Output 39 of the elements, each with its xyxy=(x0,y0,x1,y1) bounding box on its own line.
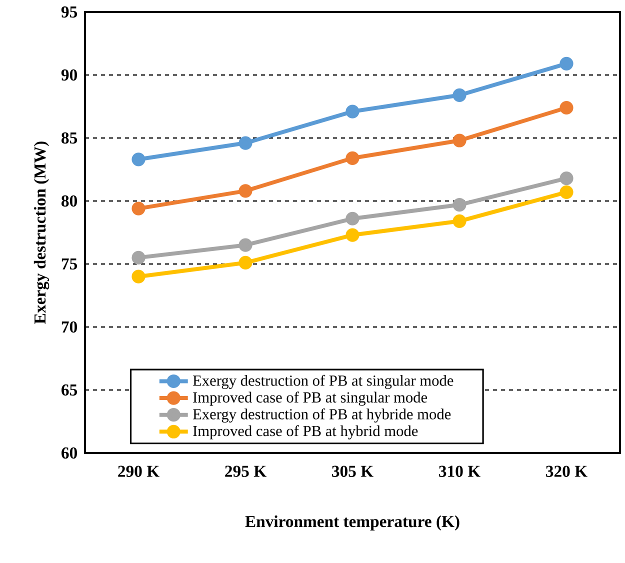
point xyxy=(560,185,574,199)
x-tick-label: 305 K xyxy=(332,466,374,477)
point xyxy=(560,172,574,186)
legend-label: Exergy destruction of PB at hybride mode xyxy=(192,408,451,423)
point xyxy=(346,151,360,165)
legend-label: Improved case of PB at singular mode xyxy=(193,392,428,406)
point xyxy=(132,250,146,264)
point xyxy=(346,104,360,118)
y-tick-label: 90 xyxy=(61,69,77,81)
point xyxy=(560,100,574,115)
point xyxy=(132,202,146,216)
point xyxy=(132,270,146,284)
point xyxy=(452,214,466,228)
y-tick-label: 95 xyxy=(61,6,78,18)
x-tick-label: 290 K xyxy=(118,466,160,477)
x-tick-label: 310 K xyxy=(439,466,480,477)
point xyxy=(452,134,466,148)
y-axis-title: Exergy destruction (MW) xyxy=(34,142,50,324)
y-tick-label: 60 xyxy=(62,447,77,459)
point xyxy=(560,56,574,70)
y-tick-label: 75 xyxy=(62,258,78,270)
point xyxy=(346,212,360,226)
point xyxy=(132,152,146,166)
point xyxy=(452,198,466,212)
point xyxy=(452,88,466,102)
point xyxy=(238,238,252,252)
point xyxy=(346,228,360,242)
x-axis-title: Environment temperature (K) xyxy=(245,515,460,531)
x-tick-label: 320 K xyxy=(546,466,588,477)
point xyxy=(238,256,252,270)
y-tick-label: 80 xyxy=(62,195,77,207)
y-tick-label: 85 xyxy=(62,132,78,144)
legend-label: Exergy destruction of PB at singular mode xyxy=(192,374,454,389)
y-tick-label: 70 xyxy=(62,321,77,333)
y-tick-label: 65 xyxy=(62,384,78,396)
point xyxy=(238,184,252,198)
legend-label: Improved case of PB at hybrid mode xyxy=(193,425,418,440)
x-tick-label: 295 K xyxy=(225,466,266,477)
point xyxy=(238,136,252,150)
